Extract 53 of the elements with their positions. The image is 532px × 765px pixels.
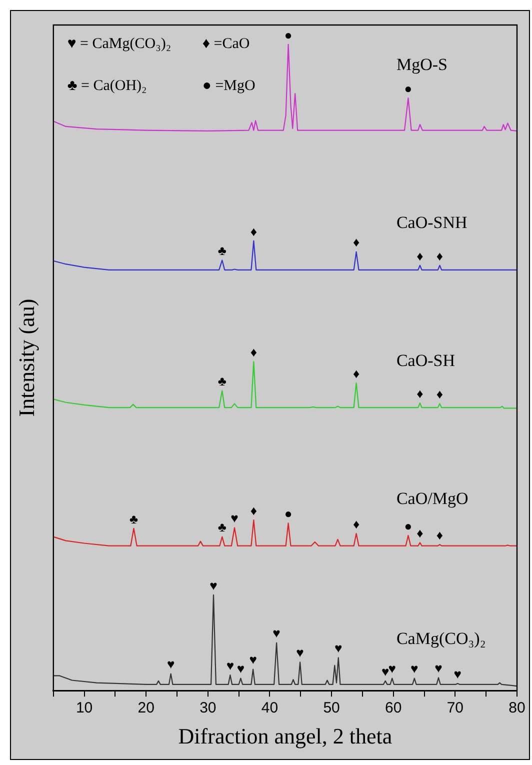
annotation: ♥ <box>381 664 390 679</box>
annotation: ♥ <box>236 661 245 676</box>
annotation: ♥ = CaMg(CO₃)₂ <box>67 36 172 52</box>
annotation: ♦ <box>250 224 258 239</box>
annotation: ♥ <box>388 661 396 676</box>
annotation: ♦ <box>436 248 444 264</box>
x-tick-label: 80 <box>508 700 526 717</box>
annotation: ♦ <box>352 516 360 532</box>
annotation: ♦ <box>436 386 444 402</box>
x-tick-label: 30 <box>200 700 216 717</box>
x-tick-label: 20 <box>138 700 154 717</box>
annotation: ♥ <box>249 652 258 668</box>
annotation: ♦ <box>250 344 258 360</box>
annotation: ♦ <box>352 366 360 381</box>
annotation: ● <box>284 27 292 42</box>
x-axis-title: Difraction angel, 2 theta <box>178 724 392 749</box>
annotation: ♦ <box>436 527 444 542</box>
annotation: ♥ <box>210 578 218 593</box>
annotation: ♥ <box>434 660 443 676</box>
annotation: ♥ <box>226 658 234 674</box>
annotation: ♣ <box>129 511 138 526</box>
annotation: ♥ <box>230 510 239 526</box>
x-tick-label: 70 <box>446 700 464 717</box>
text: CaO-SH <box>396 351 456 370</box>
annotation: ♣ <box>218 243 227 258</box>
annotation: ♣ <box>218 520 227 535</box>
annotation: ♦ <box>416 526 424 541</box>
annotation: ● <box>284 506 292 522</box>
annotation: ♣ = Ca(OH)₂ <box>67 78 147 94</box>
annotation: ♥ <box>166 656 175 672</box>
annotation: ♦ <box>416 386 424 401</box>
series-label: MgO-S <box>396 54 448 74</box>
x-tick-label: 10 <box>76 700 93 717</box>
x-tick-label: 50 <box>323 700 340 717</box>
annotation: ♦ =CaO <box>202 36 250 52</box>
text: CaO-SNH <box>396 212 468 232</box>
annotation: ♦ <box>250 502 258 518</box>
x-tick-label: 60 <box>385 700 402 717</box>
annotation: ♥ <box>410 661 419 676</box>
annotation: ♥ <box>296 645 304 660</box>
annotation: ♣ <box>218 374 227 389</box>
annotation: ● <box>404 80 412 96</box>
annotation: ♦ <box>352 234 360 250</box>
annotation: ● <box>404 518 412 534</box>
annotation: ♥ <box>272 626 281 641</box>
x-tick-label: 40 <box>261 700 278 717</box>
annotation: ♥ <box>334 640 342 656</box>
series-label: CaO/MgO <box>396 488 468 508</box>
annotation: ● =MgO <box>202 78 256 94</box>
y-axis-title: Intensity (au) <box>14 298 39 417</box>
series-label: CaMg(CO₃)₂ <box>396 629 486 648</box>
annotation: ♦ <box>416 248 424 264</box>
annotation: ♥ <box>454 666 462 682</box>
